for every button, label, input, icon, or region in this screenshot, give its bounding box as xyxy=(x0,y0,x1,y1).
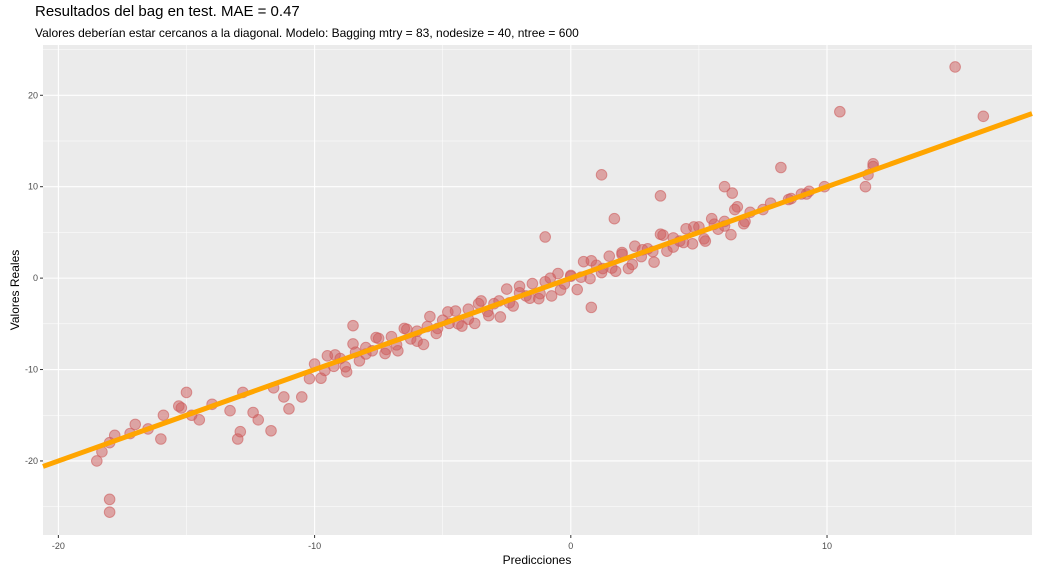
chart-title: Resultados del bag en test. MAE = 0.47 xyxy=(35,3,300,20)
data-point xyxy=(526,277,539,290)
gridlines xyxy=(43,45,1032,535)
data-point xyxy=(554,284,567,296)
data-point xyxy=(949,61,961,73)
data-point xyxy=(513,280,526,293)
diagonal-line-group xyxy=(42,111,1033,469)
data-point xyxy=(103,506,116,518)
x-tick-label: 0 xyxy=(568,541,573,551)
data-point xyxy=(585,301,598,314)
data-point xyxy=(539,231,551,243)
data-point xyxy=(726,187,739,199)
data-point xyxy=(657,229,669,241)
data-point xyxy=(698,233,710,245)
x-tick-label: -20 xyxy=(52,541,65,551)
y-tick-label: 0 xyxy=(33,273,38,283)
data-point xyxy=(494,311,507,323)
data-point xyxy=(129,418,142,431)
data-point xyxy=(725,228,737,241)
data-point xyxy=(626,258,639,271)
data-point xyxy=(278,391,290,403)
data-point xyxy=(654,190,667,202)
chart-subtitle: Valores deberían estar cercanos a la dia… xyxy=(35,26,579,40)
data-point xyxy=(595,169,608,181)
data-point xyxy=(571,283,584,296)
y-tick-label: -20 xyxy=(25,456,38,466)
data-point xyxy=(483,309,495,322)
data-point xyxy=(347,319,359,332)
data-point xyxy=(224,404,236,417)
data-point xyxy=(585,254,598,267)
data-point xyxy=(648,256,660,268)
axis-ticks: -20 -10 0 10 -20 -10 0 10 20 xyxy=(25,90,832,551)
data-point xyxy=(91,455,103,467)
data-point xyxy=(265,424,277,437)
data-point xyxy=(193,414,206,426)
data-point xyxy=(859,180,872,193)
data-point xyxy=(603,250,616,262)
x-axis-label: Predicciones xyxy=(503,553,572,566)
data-point xyxy=(295,391,308,403)
x-tick-label: 10 xyxy=(822,541,832,551)
data-point xyxy=(103,493,116,506)
y-tick-label: 20 xyxy=(28,90,38,100)
data-point xyxy=(155,433,167,445)
data-point xyxy=(424,310,436,323)
y-axis-label: Valores Reales xyxy=(8,250,22,330)
data-point xyxy=(834,105,846,118)
data-point xyxy=(442,306,454,318)
data-point xyxy=(608,212,621,225)
y-tick-label: -10 xyxy=(25,365,38,375)
data-point xyxy=(718,180,731,193)
points xyxy=(91,61,990,518)
data-point xyxy=(339,360,352,373)
data-point xyxy=(775,161,787,174)
x-tick-label: -10 xyxy=(308,541,321,551)
data-point xyxy=(157,409,170,422)
data-point xyxy=(180,386,193,399)
data-point xyxy=(252,414,265,426)
data-point xyxy=(500,283,513,295)
diagonal-reference-line xyxy=(42,111,1033,469)
data-point xyxy=(545,290,558,302)
data-point xyxy=(175,402,188,414)
y-tick-label: 10 xyxy=(28,182,38,192)
data-point xyxy=(728,203,741,216)
data-point xyxy=(977,110,990,123)
data-point xyxy=(234,425,247,438)
data-point xyxy=(411,335,423,347)
data-point xyxy=(370,331,382,344)
data-point xyxy=(283,403,295,415)
